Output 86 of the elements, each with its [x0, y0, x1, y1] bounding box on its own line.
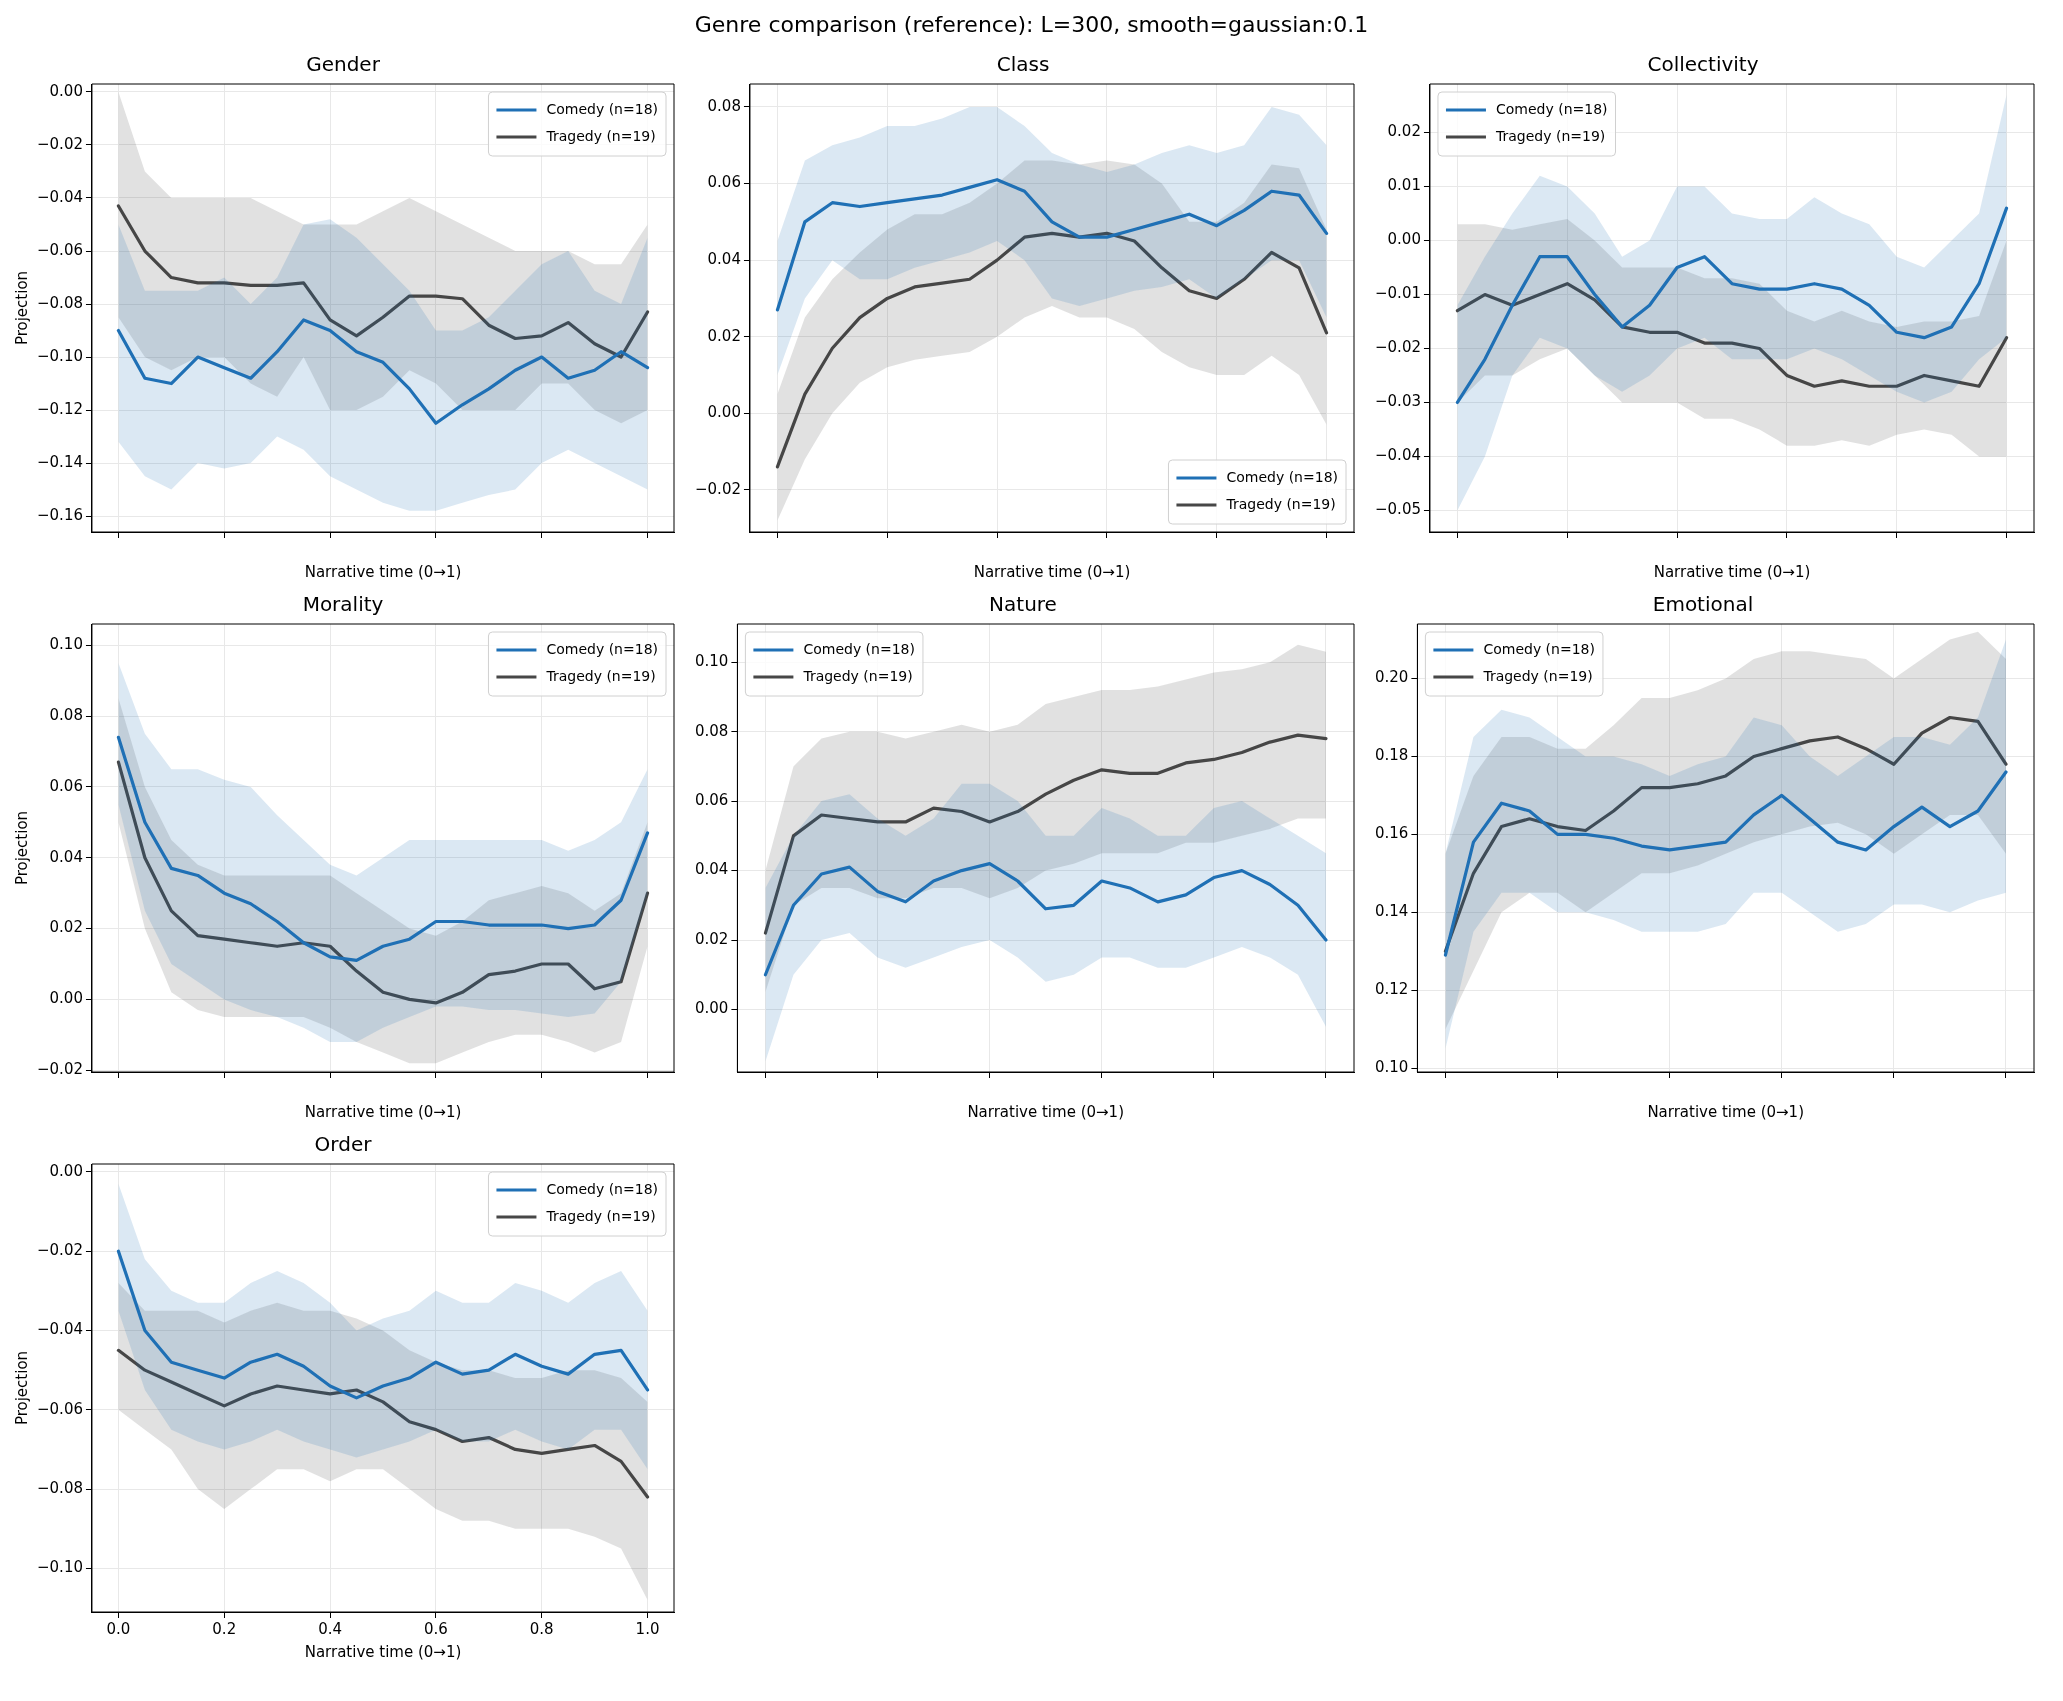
x-tick-label: 0.2	[212, 1619, 237, 1638]
y-tick-label: 0.00	[49, 989, 83, 1008]
y-tick-label: −0.08	[37, 1478, 83, 1497]
y-tick-label: −0.01	[1375, 284, 1421, 303]
chart-title: Class	[996, 52, 1050, 77]
x-axis-title: Narrative time (0→1)	[1653, 562, 1811, 581]
x-axis-title: Narrative time (0→1)	[1647, 1102, 1805, 1121]
chart-title: Nature	[989, 592, 1057, 617]
legend-label: Tragedy (n=19)	[545, 127, 656, 144]
y-tick-label: −0.10	[37, 346, 83, 365]
y-tick-label: 0.14	[1374, 902, 1409, 921]
y-tick-label: 0.10	[49, 635, 83, 654]
y-axis-title: Projection	[12, 1350, 31, 1426]
y-tick-label: 0.06	[694, 791, 729, 810]
y-tick-label: 0.18	[1374, 746, 1409, 765]
y-tick-label: −0.14	[37, 452, 83, 471]
y-tick-label: 0.10	[694, 652, 729, 671]
legend-label: Tragedy (n=19)	[545, 667, 656, 684]
legend-label: Tragedy (n=19)	[545, 1207, 656, 1224]
y-axis-title: Projection	[12, 810, 31, 886]
legend-label: Tragedy (n=19)	[1225, 495, 1336, 512]
y-tick-label: −0.06	[37, 240, 83, 259]
x-tick-label: 0.4	[318, 1619, 342, 1638]
x-axis-title: Narrative time (0→1)	[973, 562, 1131, 581]
y-tick-label: −0.02	[37, 134, 83, 153]
x-axis-title: Narrative time (0→1)	[304, 1102, 462, 1121]
y-tick-label: −0.02	[695, 479, 741, 498]
y-tick-label: 0.06	[707, 173, 741, 192]
y-tick-label: 0.20	[1374, 668, 1409, 687]
y-tick-label: −0.04	[37, 187, 83, 206]
y-tick-label: −0.02	[37, 1241, 83, 1260]
legend-label: Comedy (n=18)	[1495, 100, 1608, 117]
y-tick-label: 0.04	[707, 250, 741, 269]
chart-title: Gender	[306, 52, 381, 77]
y-tick-label: 0.02	[1387, 122, 1421, 141]
y-tick-label: 0.01	[1387, 176, 1421, 195]
chart-title: Collectivity	[1647, 52, 1759, 77]
y-tick-label: −0.08	[37, 293, 83, 312]
legend-label: Comedy (n=18)	[546, 100, 659, 117]
y-tick-label: 0.06	[49, 776, 83, 795]
legend-label: Comedy (n=18)	[803, 640, 915, 657]
y-tick-label: 0.04	[49, 847, 83, 866]
legend-label: Comedy (n=18)	[546, 1180, 659, 1197]
y-tick-label: 0.08	[49, 705, 83, 724]
y-tick-label: 0.02	[49, 918, 83, 937]
y-tick-label: 0.02	[707, 326, 741, 345]
y-tick-label: 0.10	[1374, 1057, 1409, 1076]
x-tick-label: 0.6	[423, 1619, 448, 1638]
y-tick-label: −0.02	[37, 1060, 83, 1079]
y-tick-label: −0.06	[37, 1399, 83, 1418]
y-tick-label: −0.10	[37, 1558, 83, 1577]
y-axis-title: Projection	[12, 270, 31, 346]
chart-title: Morality	[302, 592, 384, 617]
y-tick-label: −0.04	[1375, 446, 1421, 465]
y-tick-label: 0.04	[694, 860, 729, 879]
y-tick-label: 0.00	[1387, 230, 1421, 249]
x-tick-label: 1.0	[635, 1619, 660, 1638]
chart-title: Order	[314, 1132, 373, 1157]
y-tick-label: 0.12	[1374, 980, 1409, 999]
y-tick-label: 0.00	[707, 403, 741, 422]
y-tick-label: 0.02	[694, 929, 729, 948]
x-tick-label: 0.8	[529, 1619, 554, 1638]
x-axis-title: Narrative time (0→1)	[304, 1642, 462, 1661]
text: Genre comparison (reference): L=300, smooth=gaussian:0.1	[694, 11, 1369, 37]
x-axis-title: Narrative time (0→1)	[304, 562, 462, 581]
y-tick-label: 0.16	[1374, 824, 1409, 843]
y-tick-label: 0.00	[49, 1161, 83, 1180]
y-tick-label: 0.08	[707, 96, 741, 115]
y-tick-label: −0.02	[1375, 338, 1421, 357]
chart-title: Emotional	[1652, 592, 1754, 617]
y-tick-label: −0.05	[1375, 500, 1421, 519]
y-tick-label: −0.04	[37, 1320, 83, 1339]
legend-label: Comedy (n=18)	[1226, 468, 1339, 485]
legend-label: Comedy (n=18)	[1483, 640, 1595, 657]
legend-label: Tragedy (n=19)	[1494, 127, 1606, 144]
legend-label: Tragedy (n=19)	[1482, 667, 1593, 684]
x-axis-title: Narrative time (0→1)	[967, 1102, 1125, 1121]
y-tick-label: −0.16	[37, 505, 83, 524]
y-tick-label: −0.12	[37, 399, 83, 418]
legend-label: Comedy (n=18)	[546, 640, 659, 657]
legend-label: Tragedy (n=19)	[802, 667, 913, 684]
y-tick-label: 0.00	[694, 999, 729, 1018]
y-tick-label: 0.00	[49, 81, 83, 100]
x-tick-label: 0.0	[106, 1619, 131, 1638]
y-tick-label: −0.03	[1375, 392, 1421, 411]
y-tick-label: 0.08	[694, 721, 729, 740]
